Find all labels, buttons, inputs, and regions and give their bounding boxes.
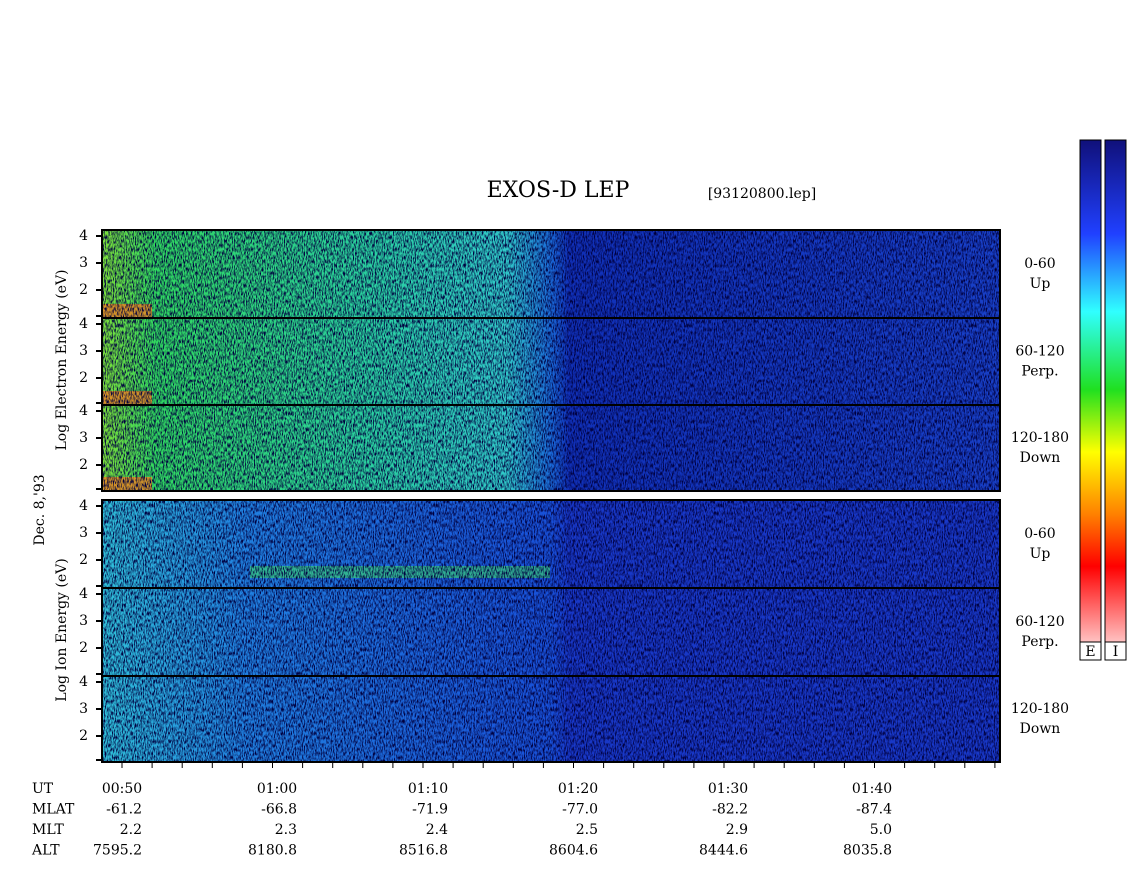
row-value: -77.0 [562, 802, 598, 818]
panel-angle: 60-120 [1015, 344, 1064, 360]
file-name: [93120800.lep] [708, 186, 816, 202]
color-bar-key [1079, 641, 1102, 661]
row-value: -61.2 [106, 802, 142, 818]
y-tick-label: 3 [79, 613, 88, 629]
y-tick-label: 3 [79, 343, 88, 359]
panel-direction: Up [1030, 276, 1051, 292]
row-label: MLAT [32, 802, 75, 818]
row-value: 5.0 [870, 822, 892, 838]
y-tick-label: 2 [79, 282, 88, 298]
panel-angle: 60-120 [1015, 614, 1064, 630]
row-value: -66.8 [261, 802, 297, 818]
y-tick-label: 2 [79, 457, 88, 473]
y-axis-label: Log Electron Energy (eV) [54, 269, 70, 450]
row-label: MLT [32, 822, 64, 838]
panel-direction: Down [1020, 721, 1061, 737]
panel-direction: Down [1020, 450, 1061, 466]
y-tick-label: 3 [79, 525, 88, 541]
color-bar-key [1104, 641, 1127, 661]
row-value: 8180.8 [248, 843, 297, 859]
y-axis-label: Log Ion Energy (eV) [54, 558, 70, 701]
color-bar-label: E [1085, 644, 1095, 660]
y-tick-label: 4 [79, 228, 88, 244]
speckle [102, 500, 1000, 588]
panel-frame [101, 404, 1001, 492]
row-value: 2.3 [275, 822, 297, 838]
row-value: 8516.8 [399, 843, 448, 859]
row-value: 01:10 [408, 781, 448, 797]
row-label: UT [32, 781, 54, 797]
color-bar-label: I [1113, 644, 1119, 660]
panel-angle: 120-180 [1011, 701, 1069, 717]
row-value: 00:50 [102, 781, 142, 797]
speckle [102, 318, 1000, 405]
speckle [102, 230, 1000, 318]
panel-direction: Up [1030, 546, 1051, 562]
row-value: -71.9 [412, 802, 448, 818]
row-value: -82.2 [712, 802, 748, 818]
row-value: -87.4 [856, 802, 892, 818]
speckle [102, 676, 1000, 762]
row-value: 01:20 [558, 781, 598, 797]
panel-direction: Perp. [1021, 364, 1058, 380]
y-tick-label: 2 [79, 552, 88, 568]
row-value: 01:30 [708, 781, 748, 797]
y-tick-label: 3 [79, 255, 88, 271]
panel-angle: 0-60 [1024, 526, 1055, 542]
title: EXOS-D LEP [487, 178, 630, 203]
speckle [102, 588, 1000, 676]
y-tick-label: 4 [79, 674, 88, 690]
row-value: 8035.8 [843, 843, 892, 859]
y-tick-label: 4 [79, 586, 88, 602]
row-value: 2.9 [726, 822, 748, 838]
y-tick-label: 2 [79, 728, 88, 744]
row-value: 8604.6 [549, 843, 598, 859]
row-value: 2.4 [426, 822, 448, 838]
panel-angle: 0-60 [1024, 256, 1055, 272]
row-label: ALT [31, 843, 60, 859]
y-tick-label: 2 [79, 370, 88, 386]
y-tick-label: 3 [79, 701, 88, 717]
row-value: 01:40 [852, 781, 892, 797]
y-tick-label: 4 [79, 498, 88, 514]
row-value: 7595.2 [93, 843, 142, 859]
row-value: 8444.6 [699, 843, 748, 859]
speckle [102, 405, 1000, 491]
y-tick-label: 4 [79, 403, 88, 419]
row-value: 2.2 [120, 822, 142, 838]
row-value: 2.5 [576, 822, 598, 838]
y-tick-label: 3 [79, 430, 88, 446]
y-axis-label: Dec. 8,'93 [32, 474, 48, 545]
color-bar [1079, 139, 1102, 661]
y-tick-label: 4 [79, 316, 88, 332]
panel-direction: Perp. [1021, 634, 1058, 650]
color-bar [1104, 139, 1127, 661]
panel-angle: 120-180 [1011, 430, 1069, 446]
row-value: 01:00 [257, 781, 297, 797]
y-tick-label: 2 [79, 640, 88, 656]
